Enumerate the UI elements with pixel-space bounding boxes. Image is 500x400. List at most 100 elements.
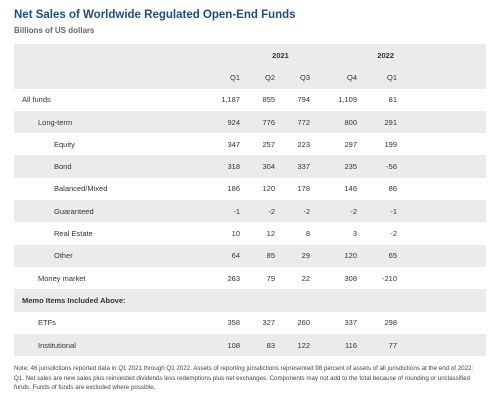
row-spacer: [397, 89, 486, 111]
cell-value: 337: [297, 162, 310, 172]
cell-value: 1,187: [221, 95, 240, 105]
year-header: 2022: [377, 50, 394, 60]
table-row: Equity 347 257 223 297 199: [14, 133, 486, 155]
row-label: ETFs: [38, 318, 56, 328]
header-spacer: [14, 44, 204, 66]
cell-value: 22: [301, 273, 310, 283]
table-row: Long-term 924 776 772 800 291: [14, 110, 486, 134]
row-label: Equity: [54, 139, 75, 149]
cell-value: 298: [384, 318, 397, 328]
cell-value: 178: [297, 184, 310, 194]
header-spacer: [14, 66, 204, 88]
table-header: 2021 2022 Q1 Q2 Q3 Q4 Q1: [14, 44, 486, 89]
cell-value: 327: [262, 318, 275, 328]
cell-value: 10: [231, 229, 240, 239]
row-spacer: [397, 155, 486, 177]
row-label: Bond: [54, 162, 72, 172]
cell-value: 120: [262, 184, 275, 194]
header-spacer: [397, 66, 486, 88]
cell-value: 260: [297, 318, 310, 328]
row-spacer: [397, 334, 486, 356]
quarter-header: Q1: [229, 72, 240, 82]
row-label: Guaranteed: [54, 206, 94, 216]
cell-value: 122: [297, 340, 310, 350]
quarter-header: Q3: [299, 72, 310, 82]
table-row: Money market 263 79 22 308 -210: [14, 267, 486, 289]
cell-value: -210: [381, 273, 397, 283]
cell-value: 800: [344, 117, 357, 127]
row-spacer: [397, 178, 486, 200]
cell-value: 772: [297, 117, 310, 127]
cell-value: 199: [384, 139, 397, 149]
memo-title: Memo Items Included Above:: [22, 295, 126, 305]
cell-value: 776: [262, 117, 275, 127]
subtitle: Billions of US dollars: [14, 26, 95, 35]
table-row: Balanced/Mixed 186 120 178 146 86: [14, 178, 486, 200]
cell-value: 116: [345, 340, 357, 350]
quarter-header: Q4: [346, 72, 357, 82]
cell-value: 304: [262, 162, 275, 172]
title: Net Sales of Worldwide Regulated Open-En…: [14, 9, 296, 21]
year-row: 2021 2022: [14, 44, 486, 67]
cell-value: 358: [227, 318, 240, 328]
row-label: Other: [54, 251, 73, 261]
cell-value: 3: [352, 229, 357, 239]
cell-value: 108: [227, 340, 240, 350]
cell-value: 81: [388, 95, 397, 105]
row-label: Balanced/Mixed: [54, 184, 108, 194]
row-spacer: [397, 245, 486, 267]
row-spacer: [397, 222, 486, 244]
cell-value: 146: [344, 184, 357, 194]
cell-value: 263: [227, 273, 240, 283]
row-label: Long-term: [38, 117, 73, 127]
row-spacer: [397, 267, 486, 289]
table-row: Other 64 85 29 120 65: [14, 244, 486, 267]
cell-value: -2: [350, 206, 357, 216]
cell-value: 83: [266, 340, 275, 350]
header-spacer: [397, 44, 486, 66]
quarter-row: Q1 Q2 Q3 Q4 Q1: [14, 66, 486, 89]
cell-value: 308: [344, 273, 357, 283]
cell-value: 86: [388, 184, 397, 194]
table-body: All funds 1,187 855 794 1,109 81 Long-term 924 7…: [14, 89, 486, 357]
cell-value: 186: [227, 184, 240, 194]
row-spacer: [397, 111, 486, 133]
year-header: 2021: [272, 50, 289, 60]
row-label: All funds: [22, 95, 51, 105]
row-label: Institutional: [38, 340, 76, 350]
quarter-header: Q1: [386, 72, 397, 82]
table-row: Institutional 108 83 122 116 77: [14, 333, 486, 357]
cell-value: 29: [301, 251, 310, 261]
cell-value: 297: [344, 139, 357, 149]
cell-value: 8: [305, 229, 310, 239]
cell-value: 794: [297, 95, 310, 105]
cell-value: 223: [297, 139, 310, 149]
row-label: Money market: [38, 273, 86, 283]
cell-value: 337: [344, 318, 357, 328]
cell-value: 924: [227, 117, 240, 127]
cell-value: 85: [266, 251, 275, 261]
note: Note: 46 jurisdictions reported data in …: [14, 365, 474, 391]
cell-value: 65: [388, 251, 397, 261]
cell-value: -2: [390, 229, 397, 239]
cell-value: 79: [266, 273, 275, 283]
cell-value: -2: [303, 206, 310, 216]
net-sales-table: 2021 2022 Q1 Q2 Q3 Q4 Q1 All funds 1,187 855 79…: [14, 44, 486, 357]
row-spacer: [397, 200, 486, 222]
cell-value: 318: [227, 162, 240, 172]
row-spacer: [397, 133, 486, 155]
table-row: Guaranteed -1 -2 -2 -2 -1: [14, 200, 486, 223]
memo-row: Memo Items Included Above:: [14, 289, 486, 312]
table-row: Bond 318 304 337 235 -56: [14, 155, 486, 178]
table-row: Real Estate 10 12 8 3 -2: [14, 222, 486, 244]
cell-value: 1,109: [338, 95, 357, 105]
cell-value: 257: [262, 139, 275, 149]
row-spacer: [397, 312, 486, 334]
cell-value: -1: [390, 206, 397, 216]
cell-value: -2: [268, 206, 275, 216]
cell-value: -1: [233, 206, 240, 216]
quarter-header: Q2: [264, 72, 275, 82]
cell-value: 291: [384, 117, 397, 127]
cell-value: 855: [262, 95, 275, 105]
